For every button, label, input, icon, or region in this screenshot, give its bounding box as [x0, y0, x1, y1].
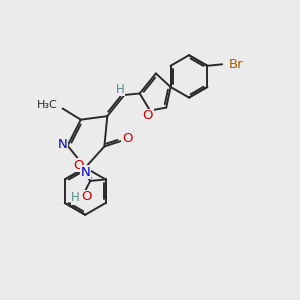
Text: N: N — [81, 166, 91, 178]
Text: O: O — [73, 158, 84, 172]
Text: H: H — [116, 82, 124, 95]
Text: H₃C: H₃C — [37, 100, 57, 110]
Text: H: H — [71, 191, 80, 204]
Text: N: N — [57, 138, 67, 151]
Text: Br: Br — [229, 58, 243, 71]
Text: O: O — [81, 190, 92, 203]
Text: O: O — [122, 132, 132, 145]
Text: O: O — [142, 109, 153, 122]
